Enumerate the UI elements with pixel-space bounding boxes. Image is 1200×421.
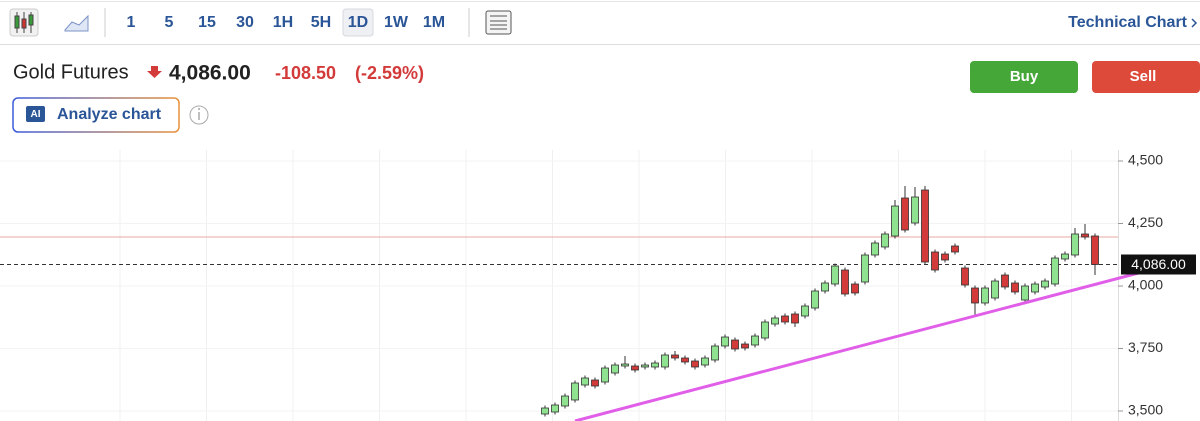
y-tick-label: 3,500 — [1128, 402, 1163, 418]
candle-body — [1091, 235, 1099, 265]
buy-label: Buy — [1010, 68, 1039, 85]
candle-body — [921, 189, 929, 263]
interval-button[interactable]: 15 — [198, 14, 216, 31]
candle-body — [731, 339, 739, 350]
candle-body — [571, 382, 579, 401]
candle-body — [711, 345, 719, 361]
sell-button[interactable] — [1092, 61, 1200, 93]
change-percent: (-2.59%) — [355, 63, 424, 83]
interval-button[interactable]: 1D — [348, 14, 368, 31]
info-icon[interactable] — [189, 105, 209, 125]
price-tag-label: 4,086.00 — [1131, 256, 1186, 272]
candle-body — [621, 363, 629, 367]
candle-body — [641, 364, 649, 368]
candle-body — [801, 305, 809, 317]
news-icon[interactable] — [485, 10, 512, 35]
candle-body — [651, 362, 659, 368]
interval-button[interactable]: 1M — [423, 14, 445, 31]
y-tick-label: 4,250 — [1128, 214, 1163, 230]
candle-body — [891, 205, 899, 237]
interval-button[interactable]: 5 — [165, 14, 174, 31]
candle-body — [781, 315, 789, 323]
y-tick-label: 3,750 — [1128, 339, 1163, 355]
y-tick-label: 4,500 — [1128, 152, 1163, 168]
candle-body — [931, 251, 939, 271]
candle-body — [551, 404, 559, 413]
ai-badge — [26, 106, 45, 122]
candle-body — [881, 233, 889, 248]
candle-body — [1071, 233, 1079, 256]
area-icon[interactable] — [64, 14, 89, 32]
candle-body — [981, 287, 989, 304]
price-axis: 3,500 3,750 4,000 4,250 4,500 — [1118, 150, 1163, 421]
candle-body — [681, 357, 689, 363]
candle-body — [1051, 257, 1059, 285]
candle-body — [741, 343, 749, 349]
candle-body — [541, 407, 549, 415]
candle-body — [601, 367, 609, 383]
candle-body — [861, 254, 869, 283]
interval-group: 1 5 15 30 1H 5H 1D 1W 1M — [127, 14, 446, 31]
candle-body — [691, 360, 699, 368]
candle-body — [1061, 253, 1069, 260]
candle-body — [951, 245, 959, 253]
instrument-name: Gold Futures — [13, 61, 129, 83]
down-arrow — [147, 66, 162, 78]
candle-body — [871, 242, 879, 256]
candle-body — [1001, 274, 1009, 288]
chevron — [1191, 18, 1198, 28]
price-tag — [1121, 254, 1196, 275]
candle-body — [1011, 282, 1019, 293]
candle-body — [611, 364, 619, 374]
candle-body — [831, 265, 839, 285]
candle-body — [581, 377, 589, 386]
candle-body — [821, 282, 829, 292]
interval-button[interactable]: 1 — [127, 14, 136, 31]
analyze-button[interactable] — [12, 97, 180, 133]
ai-badge-label: AI — [31, 109, 41, 120]
candle-body — [591, 379, 599, 387]
candle-body — [851, 283, 859, 294]
active-interval-bg — [342, 8, 374, 37]
interval-button[interactable]: 1H — [273, 14, 293, 31]
candle-body — [1081, 233, 1089, 238]
candle-body — [971, 287, 979, 304]
interval-button[interactable]: 5H — [311, 14, 331, 31]
candle-body — [991, 280, 999, 299]
candle-body — [901, 197, 909, 231]
candle-body — [631, 365, 639, 371]
technical-chart-link[interactable]: Technical Chart — [1068, 14, 1188, 31]
candle-body — [751, 335, 759, 346]
candle-body — [661, 354, 669, 368]
candle-icon[interactable] — [9, 8, 39, 37]
candle-body — [1031, 283, 1039, 293]
candle-body — [671, 354, 679, 359]
candle-body — [761, 321, 769, 339]
change: -108.50 — [275, 63, 336, 83]
price: 4,086.00 — [169, 62, 251, 85]
candle-body — [1021, 285, 1029, 301]
candle-body — [911, 196, 919, 224]
candle-body — [941, 253, 949, 261]
candle-body — [841, 269, 849, 295]
candle-body — [701, 357, 709, 366]
candle-body — [961, 267, 969, 286]
candle-body — [721, 336, 729, 347]
candle-body — [811, 290, 819, 309]
interval-button[interactable]: 1W — [384, 14, 409, 31]
trendline — [574, 264, 1166, 421]
buy-button[interactable] — [970, 61, 1078, 93]
plot — [0, 160, 1118, 417]
interval-button[interactable]: 30 — [236, 14, 254, 31]
candle-body — [561, 395, 569, 407]
candle-body — [1041, 280, 1049, 288]
y-tick-label: 4,000 — [1128, 277, 1163, 293]
sell-label: Sell — [1130, 68, 1157, 85]
candle-body — [771, 317, 779, 325]
analyze-label: Analyze chart — [57, 106, 162, 123]
candle-body — [791, 313, 799, 324]
